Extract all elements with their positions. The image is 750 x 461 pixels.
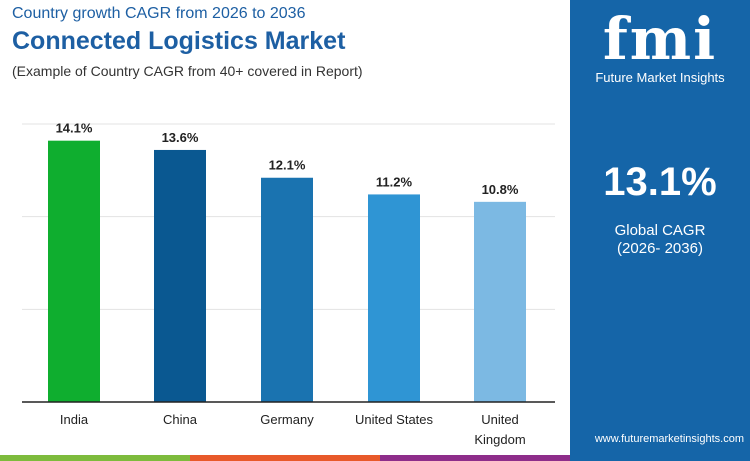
bar-chart: 14.1% India 13.6% China 12.1% Germany 11.2% Uni… — [22, 121, 555, 447]
x-tick-label: Germany — [260, 412, 314, 427]
fmi-logo: fmi Future Market Insights — [570, 8, 750, 85]
bar-united-kingdom — [474, 201, 526, 402]
chart-title: Connected Logistics Market — [12, 27, 346, 55]
chart-subtitle: Country growth CAGR from 2026 to 2036 — [12, 5, 306, 22]
x-tick-label: China — [163, 412, 198, 427]
data-label: 12.1% — [269, 158, 306, 173]
footer-stripe-orange — [190, 455, 380, 461]
data-label: 14.1% — [56, 121, 93, 136]
website-link[interactable]: www.futuremarketinsights.com — [594, 433, 744, 445]
x-tick-label: United — [481, 412, 519, 427]
global-cagr-period: (2026- 2036) — [617, 240, 703, 257]
data-label: 11.2% — [376, 174, 413, 189]
global-cagr-value: 13.1% — [603, 160, 717, 204]
data-label: 10.8% — [482, 182, 519, 197]
bar-india — [48, 140, 100, 402]
bar-china — [154, 149, 206, 402]
footer-stripe-green — [0, 455, 190, 461]
footer-stripe-purple — [380, 455, 570, 461]
x-tick-label: United States — [355, 412, 434, 427]
global-cagr-label: Global CAGR — [614, 222, 706, 239]
logo-mark: fmi — [602, 5, 718, 73]
brand-name: Future Market Insights — [595, 70, 725, 85]
x-tick-label: India — [60, 412, 89, 427]
summary-panel: fmi Future Market Insights 13.1% Global … — [570, 0, 750, 461]
bar-germany — [261, 177, 313, 402]
data-label: 13.6% — [162, 130, 199, 145]
chart-note: (Example of Country CAGR from 40+ covere… — [12, 63, 363, 79]
bar-united-states — [368, 194, 420, 402]
x-tick-label: Kingdom — [474, 432, 525, 447]
